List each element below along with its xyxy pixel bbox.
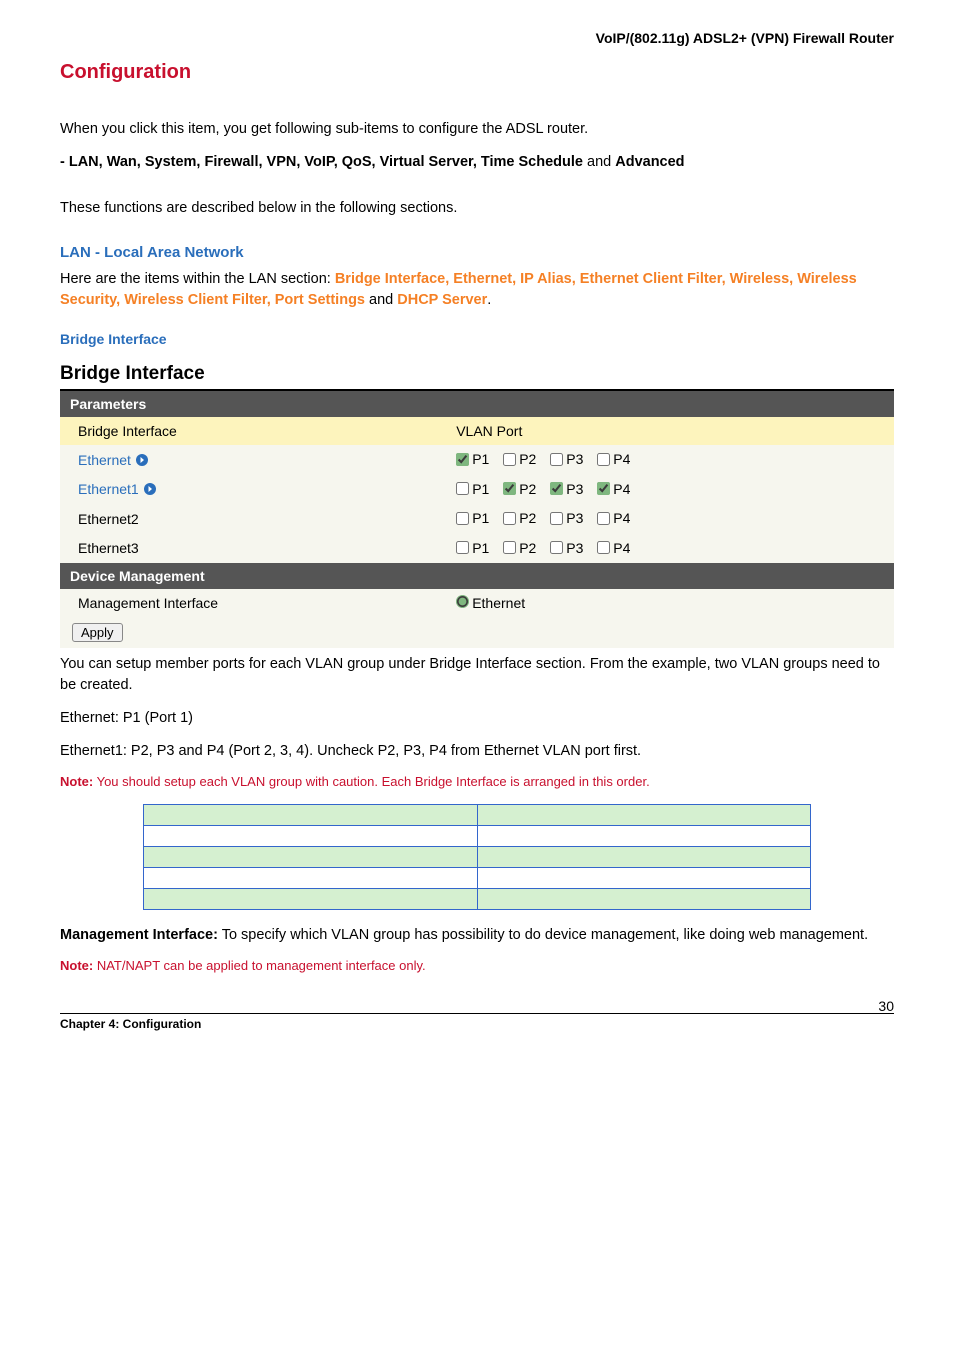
note-1-label: Note: bbox=[60, 774, 93, 789]
after-table-3: Ethernet1: P2, P3 and P4 (Port 2, 3, 4).… bbox=[60, 741, 894, 762]
lan-text-and: and bbox=[365, 292, 397, 308]
p2-checkbox[interactable] bbox=[503, 512, 516, 525]
vlan-cell bbox=[477, 868, 810, 889]
mi-para-label: Management Interface: bbox=[60, 927, 218, 943]
note-2-label: Note: bbox=[60, 958, 93, 973]
vlan-cell bbox=[477, 889, 810, 910]
page-footer: 30 Chapter 4: Configuration bbox=[60, 1013, 894, 1031]
p3-label: P3 bbox=[566, 540, 583, 556]
after-table-1: You can setup member ports for each VLAN… bbox=[60, 654, 894, 696]
doc-header: VoIP/(802.11g) ADSL2+ (VPN) Firewall Rou… bbox=[60, 30, 894, 46]
intro-2-suffix: Advanced bbox=[615, 154, 684, 170]
mi-paragraph: Management Interface: To specify which V… bbox=[60, 925, 894, 946]
vlan-cell bbox=[144, 868, 477, 889]
bridge-interface-heading: Bridge Interface bbox=[60, 331, 894, 347]
device-management-header: Device Management bbox=[60, 563, 894, 589]
vlan-cell bbox=[477, 826, 810, 847]
intro-2: - LAN, Wan, System, Firewall, VPN, VoIP,… bbox=[60, 152, 894, 173]
intro-2-bold: - LAN, Wan, System, Firewall, VPN, VoIP,… bbox=[60, 154, 583, 170]
p1-checkbox[interactable] bbox=[456, 453, 469, 466]
bi-parameters-header: Parameters bbox=[60, 390, 894, 417]
p3-checkbox[interactable] bbox=[550, 512, 563, 525]
vlan-cell bbox=[477, 805, 810, 826]
vlan-cell bbox=[144, 805, 477, 826]
vlan-cell bbox=[477, 847, 810, 868]
ethernet3-label: Ethernet3 bbox=[60, 534, 446, 564]
ethernet1-label: Ethernet1 bbox=[78, 481, 139, 497]
note-2: Note: NAT/NAPT can be applied to managem… bbox=[60, 958, 894, 973]
table-row: Ethernet2 P1 P2 P3 P4 bbox=[60, 504, 894, 534]
ethernet2-label: Ethernet2 bbox=[60, 504, 446, 534]
mi-radio-label[interactable]: Ethernet bbox=[456, 595, 525, 611]
arrow-right-icon bbox=[143, 482, 157, 496]
page-title: Configuration bbox=[60, 61, 894, 84]
mi-para-text: To specify which VLAN group has possibil… bbox=[218, 927, 868, 943]
p2-label: P2 bbox=[519, 451, 536, 467]
after-table-2: Ethernet: P1 (Port 1) bbox=[60, 708, 894, 729]
p3-label: P3 bbox=[566, 481, 583, 497]
chapter-label: Chapter 4: Configuration bbox=[60, 1017, 201, 1031]
bi-col-header-left: Bridge Interface bbox=[60, 417, 446, 445]
ethernet-link[interactable]: Ethernet bbox=[78, 452, 149, 468]
p4-label: P4 bbox=[613, 481, 630, 497]
intro-3: These functions are described below in t… bbox=[60, 198, 894, 219]
mi-ethernet-radio[interactable] bbox=[456, 595, 469, 608]
p3-label: P3 bbox=[566, 451, 583, 467]
p1-checkbox[interactable] bbox=[456, 482, 469, 495]
p2-label: P2 bbox=[519, 481, 536, 497]
p4-label: P4 bbox=[613, 540, 630, 556]
p2-checkbox[interactable] bbox=[503, 453, 516, 466]
intro-2-and: and bbox=[583, 154, 615, 170]
p4-checkbox[interactable] bbox=[597, 512, 610, 525]
ethernet1-link[interactable]: Ethernet1 bbox=[78, 481, 157, 497]
lan-link-dhcp: DHCP Server bbox=[397, 292, 487, 308]
table-row: Ethernet3 P1 P2 P3 P4 bbox=[60, 534, 894, 564]
table-row: Ethernet P1 P2 P3 P4 bbox=[60, 445, 894, 475]
p4-checkbox[interactable] bbox=[597, 482, 610, 495]
p3-checkbox[interactable] bbox=[550, 482, 563, 495]
p2-label: P2 bbox=[519, 510, 536, 526]
p1-checkbox[interactable] bbox=[456, 541, 469, 554]
lan-heading: LAN - Local Area Network bbox=[60, 244, 894, 261]
p4-label: P4 bbox=[613, 451, 630, 467]
intro-1: When you click this item, you get follow… bbox=[60, 119, 894, 140]
lan-text-prefix: Here are the items within the LAN sectio… bbox=[60, 271, 335, 287]
apply-button[interactable]: Apply bbox=[72, 623, 123, 642]
table-row: Ethernet1 P1 P2 P3 P4 bbox=[60, 475, 894, 505]
p4-checkbox[interactable] bbox=[597, 453, 610, 466]
p2-checkbox[interactable] bbox=[503, 482, 516, 495]
p1-label: P1 bbox=[472, 510, 489, 526]
p1-checkbox[interactable] bbox=[456, 512, 469, 525]
p4-checkbox[interactable] bbox=[597, 541, 610, 554]
p2-label: P2 bbox=[519, 540, 536, 556]
p2-checkbox[interactable] bbox=[503, 541, 516, 554]
vlan-cell bbox=[144, 847, 477, 868]
p1-label: P1 bbox=[472, 451, 489, 467]
mi-ethernet-text: Ethernet bbox=[472, 595, 525, 611]
vlan-cell bbox=[144, 889, 477, 910]
vlan-cell bbox=[144, 826, 477, 847]
p3-label: P3 bbox=[566, 510, 583, 526]
ethernet-label: Ethernet bbox=[78, 452, 131, 468]
p1-label: P1 bbox=[472, 481, 489, 497]
p1-label: P1 bbox=[472, 540, 489, 556]
bridge-interface-table: Bridge Interface Parameters Bridge Inter… bbox=[60, 359, 894, 648]
mi-label: Management Interface bbox=[60, 589, 446, 617]
bi-col-header-right: VLAN Port bbox=[446, 417, 894, 445]
note-1-text: You should setup each VLAN group with ca… bbox=[93, 774, 649, 789]
lan-text-period: . bbox=[487, 292, 491, 308]
p3-checkbox[interactable] bbox=[550, 541, 563, 554]
vlan-order-table bbox=[143, 804, 810, 910]
p3-checkbox[interactable] bbox=[550, 453, 563, 466]
arrow-right-icon bbox=[135, 453, 149, 467]
lan-description: Here are the items within the LAN sectio… bbox=[60, 269, 894, 311]
bi-title: Bridge Interface bbox=[60, 359, 894, 390]
note-1: Note: You should setup each VLAN group w… bbox=[60, 774, 894, 789]
p4-label: P4 bbox=[613, 510, 630, 526]
page-number: 30 bbox=[878, 998, 894, 1014]
note-2-text: NAT/NAPT can be applied to management in… bbox=[93, 958, 425, 973]
